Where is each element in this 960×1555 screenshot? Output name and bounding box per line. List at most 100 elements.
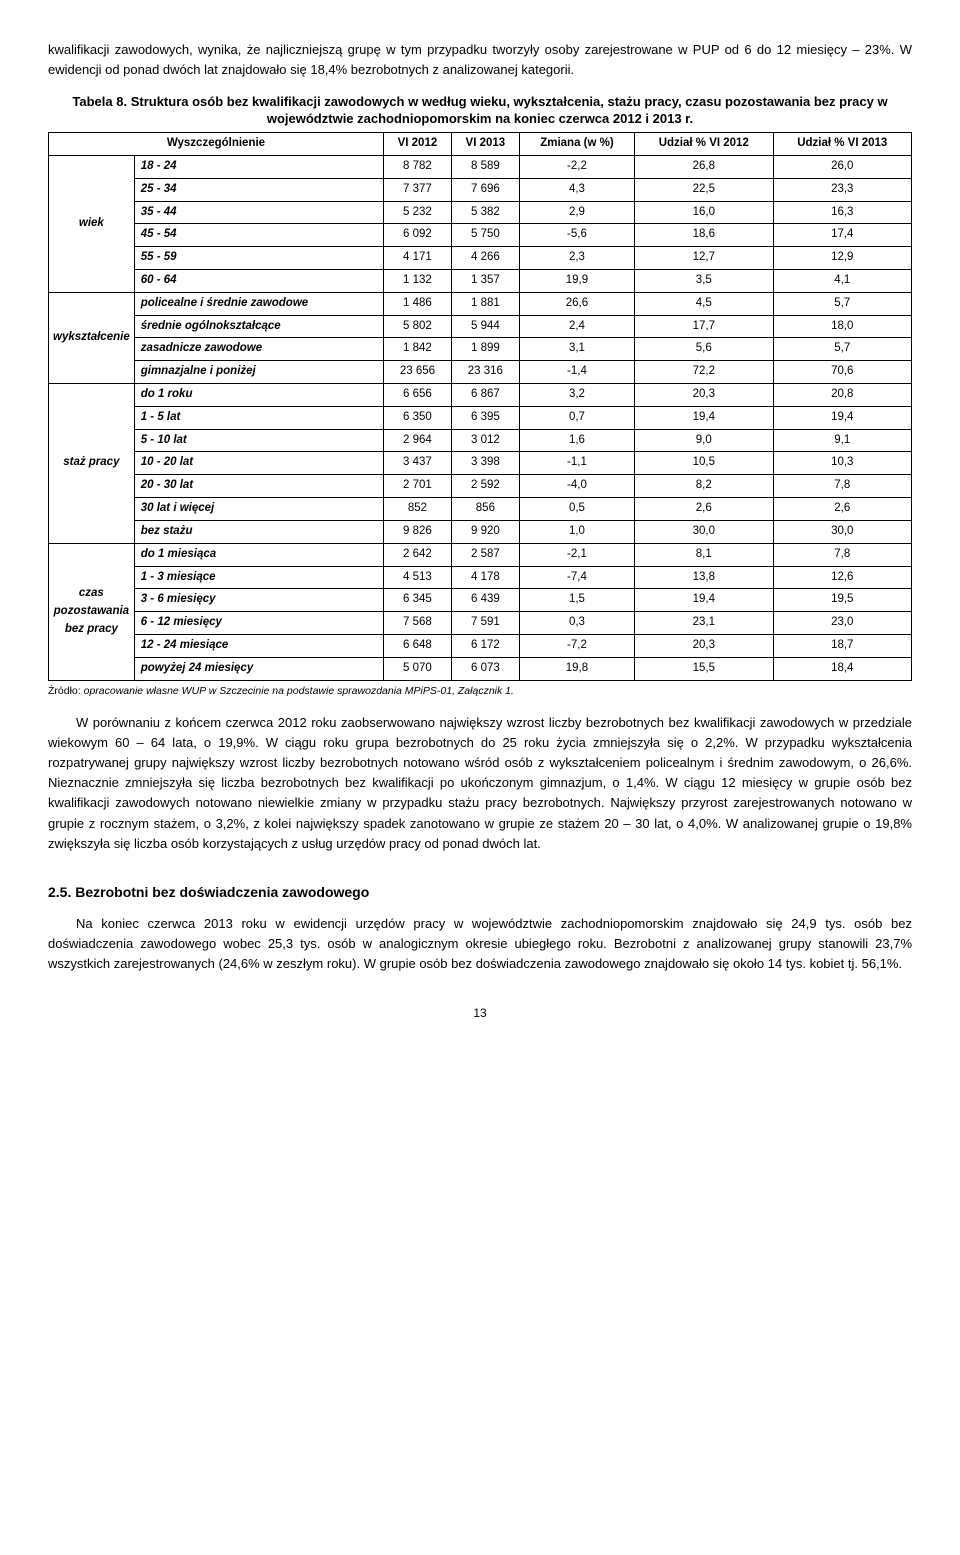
table-row: powyżej 24 miesięcy5 0706 07319,815,518,…: [49, 657, 912, 680]
cell: 3,1: [519, 338, 634, 361]
cell: 7 568: [383, 612, 451, 635]
table-row: 3 - 6 miesięcy6 3456 4391,519,419,5: [49, 589, 912, 612]
cell: 7,8: [773, 475, 911, 498]
table-row: czas pozostawania bez pracydo 1 miesiąca…: [49, 543, 912, 566]
cell: 18,0: [773, 315, 911, 338]
cell: 30,0: [773, 520, 911, 543]
cell: 2,6: [635, 498, 773, 521]
cell: 23,1: [635, 612, 773, 635]
table-row: 6 - 12 miesięcy7 5687 5910,323,123,0: [49, 612, 912, 635]
cell: 22,5: [635, 178, 773, 201]
table-row: 30 lat i więcej8528560,52,62,6: [49, 498, 912, 521]
th-zmiana: Zmiana (w %): [519, 133, 634, 156]
row-key: 3 - 6 miesięcy: [134, 589, 383, 612]
row-key: do 1 roku: [134, 384, 383, 407]
cell: 1 881: [451, 292, 519, 315]
th-vi2012: VI 2012: [383, 133, 451, 156]
cell: 1 486: [383, 292, 451, 315]
cell: 4 178: [451, 566, 519, 589]
row-key: 35 - 44: [134, 201, 383, 224]
cell: 3,5: [635, 269, 773, 292]
cell: 8,1: [635, 543, 773, 566]
cell: 9 920: [451, 520, 519, 543]
cell: 5,6: [635, 338, 773, 361]
table-row: 1 - 5 lat6 3506 3950,719,419,4: [49, 406, 912, 429]
table-row: wiek18 - 248 7828 589-2,226,826,0: [49, 155, 912, 178]
row-key: 10 - 20 lat: [134, 452, 383, 475]
cell: 6 867: [451, 384, 519, 407]
cell: 8,2: [635, 475, 773, 498]
cell: 1,6: [519, 429, 634, 452]
cell: 23 656: [383, 361, 451, 384]
cell: 2,4: [519, 315, 634, 338]
cell: 6 350: [383, 406, 451, 429]
cell: 9,1: [773, 429, 911, 452]
cell: 0,7: [519, 406, 634, 429]
cell: 19,4: [635, 406, 773, 429]
cell: 3 398: [451, 452, 519, 475]
cell: 7,8: [773, 543, 911, 566]
cell: 12,9: [773, 247, 911, 270]
cell: 4,1: [773, 269, 911, 292]
cell: 1 357: [451, 269, 519, 292]
source-label: Źródło:: [48, 685, 84, 697]
cell: 13,8: [635, 566, 773, 589]
cell: 1 899: [451, 338, 519, 361]
cell: 1 132: [383, 269, 451, 292]
table-row: 55 - 594 1714 2662,312,712,9: [49, 247, 912, 270]
row-key: 55 - 59: [134, 247, 383, 270]
table-row: 10 - 20 lat3 4373 398-1,110,510,3: [49, 452, 912, 475]
cell: 1 842: [383, 338, 451, 361]
cell: 6 439: [451, 589, 519, 612]
cell: 23 316: [451, 361, 519, 384]
cell: 12,6: [773, 566, 911, 589]
cell: 20,3: [635, 634, 773, 657]
row-key: 12 - 24 miesiące: [134, 634, 383, 657]
cell: 18,4: [773, 657, 911, 680]
cell: 19,4: [773, 406, 911, 429]
th-udzial2012: Udział % VI 2012: [635, 133, 773, 156]
row-key: zasadnicze zawodowe: [134, 338, 383, 361]
section-paragraph: Na koniec czerwca 2013 roku w ewidencji …: [48, 914, 912, 974]
cell: 17,4: [773, 224, 911, 247]
cell: 0,3: [519, 612, 634, 635]
cell: 5 070: [383, 657, 451, 680]
table-head: Wyszczególnienie VI 2012 VI 2013 Zmiana …: [49, 133, 912, 156]
source-text: opracowanie własne WUP w Szczecinie na p…: [84, 685, 514, 697]
th-vi2013: VI 2013: [451, 133, 519, 156]
cell: 2 642: [383, 543, 451, 566]
row-key: 25 - 34: [134, 178, 383, 201]
table-row: zasadnicze zawodowe1 8421 8993,15,65,7: [49, 338, 912, 361]
row-key: gimnazjalne i poniżej: [134, 361, 383, 384]
cell: 5,7: [773, 338, 911, 361]
cell: 852: [383, 498, 451, 521]
cell: -1,4: [519, 361, 634, 384]
row-key: do 1 miesiąca: [134, 543, 383, 566]
cell: 8 589: [451, 155, 519, 178]
cell: 26,6: [519, 292, 634, 315]
cell: 12,7: [635, 247, 773, 270]
table-row: 25 - 347 3777 6964,322,523,3: [49, 178, 912, 201]
cell: 7 591: [451, 612, 519, 635]
cell: 16,0: [635, 201, 773, 224]
cell: 4 171: [383, 247, 451, 270]
cell: 3,2: [519, 384, 634, 407]
table-body: wiek18 - 248 7828 589-2,226,826,025 - 34…: [49, 155, 912, 680]
cell: 10,3: [773, 452, 911, 475]
cell: 17,7: [635, 315, 773, 338]
table-row: wykształceniepolicealne i średnie zawodo…: [49, 292, 912, 315]
table-row: 1 - 3 miesiące4 5134 178-7,413,812,6: [49, 566, 912, 589]
cell: 10,5: [635, 452, 773, 475]
row-key: 1 - 5 lat: [134, 406, 383, 429]
table-row: 35 - 445 2325 3822,916,016,3: [49, 201, 912, 224]
cell: 16,3: [773, 201, 911, 224]
intro-paragraph: kwalifikacji zawodowych, wynika, że najl…: [48, 40, 912, 80]
cell: -7,2: [519, 634, 634, 657]
cell: -2,1: [519, 543, 634, 566]
cell: 20,3: [635, 384, 773, 407]
table-row: 5 - 10 lat2 9643 0121,69,09,1: [49, 429, 912, 452]
group-label: wykształcenie: [49, 292, 135, 383]
table-row: średnie ogólnokształcące5 8025 9442,417,…: [49, 315, 912, 338]
cell: 19,4: [635, 589, 773, 612]
cell: 6 648: [383, 634, 451, 657]
